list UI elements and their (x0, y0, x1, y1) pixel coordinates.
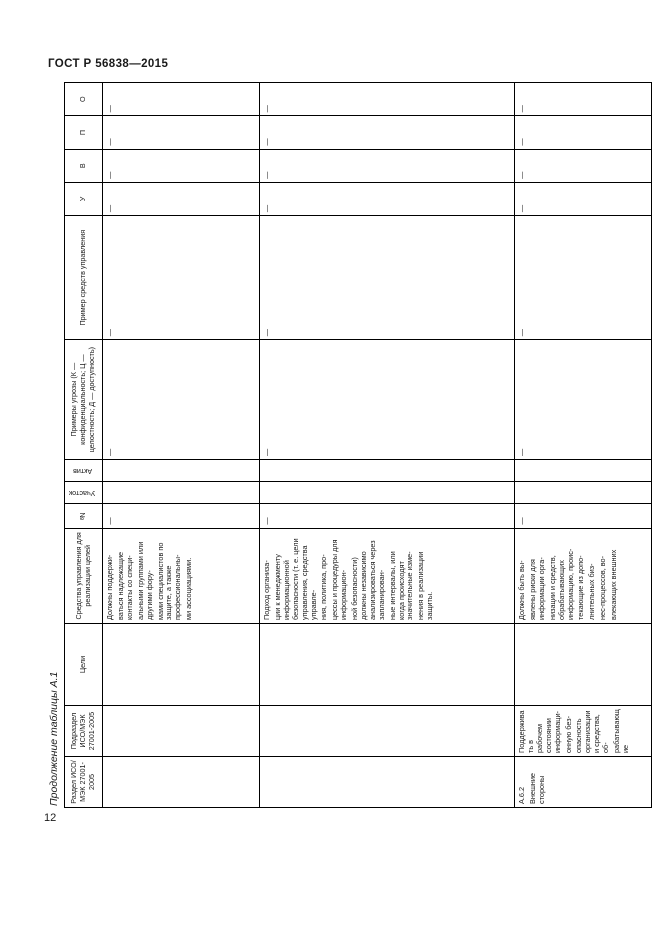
cell-p: — (259, 115, 515, 150)
cell-celi (102, 623, 260, 706)
header-aktiv-label: Актив (72, 466, 92, 476)
cell-line: влекающих внешних (609, 549, 619, 620)
cell-uchastok (102, 481, 260, 504)
cell-sredstva: Должны поддержи-ваться надлежащие контак… (102, 528, 260, 624)
cell-u: — (514, 182, 652, 216)
cell-line: альными группами или другими фору- (135, 541, 154, 620)
header-ugrozy: Примеры угрозы (К — конфиденциальность; … (64, 339, 103, 460)
cell-line: нес-процессов, во- (598, 555, 608, 620)
header-uchastok: Участок (64, 481, 103, 504)
cell-line: явлены риски для информации орга- (527, 557, 546, 620)
header-number-label: № (77, 512, 87, 522)
cell-v: — (259, 149, 515, 183)
header-aktiv: Актив (64, 459, 103, 482)
cell-line: рабатывающие (611, 709, 630, 754)
cell-primer-sredstv: — (102, 215, 260, 340)
cell-ugrozy: — (102, 339, 260, 460)
cell-p: — (102, 115, 260, 150)
cell-line: ные интервалы, или когда происходят знач… (387, 551, 415, 620)
cell-uchastok (259, 481, 515, 504)
page-number: 12 (44, 812, 57, 824)
cell-podrazdel (102, 705, 260, 757)
header-razdel: Раздел ИСО/МЭК 27001-2005 (64, 756, 103, 808)
header-v: В (64, 149, 103, 183)
header-u: У (64, 182, 103, 216)
cell-line: ми ассоциациями. (184, 557, 194, 620)
header-uchastok-label: Участок (69, 489, 96, 499)
cell-u: — (102, 182, 260, 216)
cell-number: — (259, 503, 515, 529)
landscape-table-block: Продолжение таблицы А.1 Раздел ИСО/МЭК 2… (48, 82, 652, 808)
cell-primer-sredstv: — (514, 215, 652, 340)
cell-number: — (102, 503, 260, 529)
cell-primer-sredstv: — (259, 215, 515, 340)
cell-line: лнительных биз- (587, 563, 597, 620)
cell-line: Подход организа- (262, 560, 272, 620)
table-header-row: Раздел ИСО/МЭК 27001-2005 Подраздел ИСО/… (64, 82, 103, 808)
header-podrazdel: Подраздел ИСО/МЭК 27001-2005 (64, 705, 103, 757)
cell-ugrozy: — (514, 339, 652, 460)
cell-o: — (514, 82, 652, 116)
cell-line: ваться надлежащие контакты со специ- (115, 551, 134, 620)
cell-line: низации и средств, обрабатывающих информ… (547, 548, 575, 620)
cell-line: нения в реализации защиты. (416, 551, 435, 620)
table-caption: Продолжение таблицы А.1 (48, 671, 60, 806)
cell-celi (259, 623, 515, 706)
cell-o: — (102, 82, 260, 116)
table-row: А.6.2 Внешние стороны Поддерживать в рабо… (514, 82, 652, 808)
cell-v: — (102, 149, 260, 183)
header-p: П (64, 115, 103, 150)
cell-o: — (259, 82, 515, 116)
cell-line: Должны быть вы- (517, 560, 527, 620)
cell-line: опасность организации и средства, об- (574, 710, 611, 754)
header-celi: Цели (64, 623, 103, 706)
cell-razdel: А.6.2 Внешние стороны (514, 756, 652, 808)
header-o: О (64, 82, 103, 116)
cell-p: — (514, 115, 652, 150)
cell-line: мами специалистов по защите, а также про… (155, 542, 183, 620)
cell-podrazdel: Поддерживать в рабочем состоянии информа… (514, 705, 652, 757)
cell-line: Внешние стороны (527, 773, 546, 804)
table-row: Должны поддержи-ваться надлежащие контак… (102, 82, 260, 808)
running-head: ГОСТ Р 56838—2015 (48, 58, 169, 70)
cell-line: А.6.2 (517, 786, 527, 804)
cell-razdel (259, 756, 515, 808)
cell-celi (514, 623, 652, 706)
cell-line: цессы и процедуры для информацион- (330, 539, 349, 620)
cell-v: — (514, 149, 652, 183)
annex-table-a1: Раздел ИСО/МЭК 27001-2005 Подраздел ИСО/… (64, 82, 652, 808)
cell-line: онную без- (563, 715, 573, 754)
cell-podrazdel (259, 705, 515, 757)
header-sredstva: Средства управления для реализации целей (64, 528, 103, 624)
cell-aktiv (259, 459, 515, 482)
cell-line: Должны поддержи- (105, 554, 115, 620)
cell-line: ния, политика, про- (319, 554, 329, 620)
cell-sredstva: Подход организа-ции к менеджменту информ… (259, 528, 515, 624)
cell-number: — (514, 503, 652, 529)
cell-aktiv (102, 459, 260, 482)
header-number: № (64, 503, 103, 529)
cell-razdel (102, 756, 260, 808)
table-row: Подход организа-ции к менеджменту информ… (259, 82, 515, 808)
table-body: Должны поддержи-ваться надлежащие контак… (102, 82, 652, 808)
header-primer-sredstv: Пример средств управления (64, 215, 103, 340)
cell-line: ной безопасности) должны независимо анал… (350, 540, 386, 620)
cell-ugrozy: — (259, 339, 515, 460)
cell-line: текающие из допо- (576, 555, 586, 620)
cell-sredstva: Должны быть вы-явлены риски для информац… (514, 528, 652, 624)
cell-uchastok (514, 481, 652, 504)
cell-line: Поддерживать в рабочем состоянии информа… (517, 710, 562, 754)
cell-u: — (259, 182, 515, 216)
cell-line: ции к менеджменту информационной безопас… (272, 538, 318, 620)
cell-aktiv (514, 459, 652, 482)
